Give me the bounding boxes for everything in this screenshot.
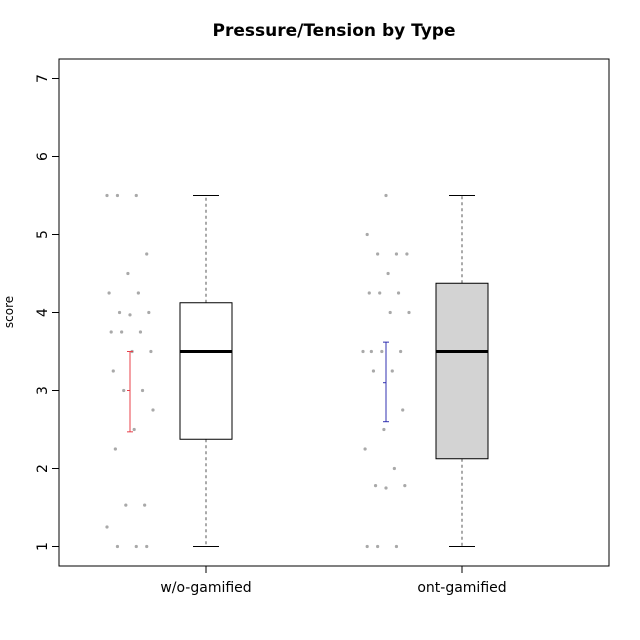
data-point (396, 291, 401, 295)
data-point (373, 484, 378, 488)
y-axis-label: score (2, 296, 16, 328)
data-point (378, 291, 382, 295)
data-point (382, 427, 386, 432)
data-point (126, 271, 130, 276)
data-point (367, 291, 371, 295)
y-tick-label: 1 (35, 542, 51, 551)
x-axis: w/o-gamified ont-gamified (160, 565, 507, 596)
data-point (105, 193, 109, 198)
data-point (143, 503, 147, 507)
data-point (392, 466, 396, 471)
data-point (147, 310, 151, 315)
data-point (111, 369, 115, 373)
data-point (117, 310, 122, 315)
plot-frame (58, 58, 610, 567)
chart-title: Pressure/Tension by Type (213, 21, 456, 41)
box-1 (105, 193, 233, 549)
data-point (132, 427, 136, 432)
data-point (138, 330, 143, 334)
y-axis: 1 2 3 4 5 6 7 (35, 74, 60, 551)
data-point (407, 310, 411, 315)
data-point (394, 544, 399, 549)
iqr-box (435, 282, 489, 460)
data-point (365, 232, 369, 237)
data-point (399, 349, 403, 354)
data-point (365, 544, 369, 549)
data-point (113, 447, 117, 451)
data-point (363, 447, 367, 451)
data-point (145, 544, 149, 549)
data-point (107, 291, 111, 295)
data-point (124, 503, 128, 507)
data-point (140, 388, 145, 393)
data-point (401, 408, 405, 412)
data-point (361, 349, 365, 354)
data-point (384, 486, 388, 490)
data-point (105, 525, 109, 529)
x-tick-label: w/o-gamified (160, 580, 251, 596)
data-point (403, 484, 407, 488)
data-point (149, 349, 153, 354)
y-tick-label: 6 (35, 152, 51, 161)
data-point (128, 313, 132, 317)
data-point (136, 291, 140, 295)
box-group (105, 193, 489, 549)
iqr-box (179, 302, 233, 440)
data-point (384, 193, 388, 198)
y-tick-label: 4 (35, 308, 51, 317)
data-point (120, 330, 124, 334)
data-point (386, 271, 390, 276)
y-tick-label: 2 (35, 464, 51, 473)
data-point (388, 310, 392, 315)
y-tick-label: 7 (35, 74, 51, 83)
data-point (394, 252, 399, 256)
data-point (122, 388, 126, 393)
data-point (134, 544, 138, 549)
data-point (405, 252, 409, 256)
data-point (109, 330, 113, 334)
data-point (145, 252, 149, 256)
data-point (390, 369, 394, 373)
data-point (115, 544, 120, 549)
data-point (380, 349, 384, 354)
data-point (371, 369, 376, 373)
y-tick-label: 3 (35, 386, 51, 395)
x-tick-label: ont-gamified (417, 580, 506, 596)
data-point (376, 544, 380, 549)
data-point (151, 408, 155, 412)
data-point (376, 252, 380, 256)
data-point (115, 193, 120, 198)
data-point (134, 193, 138, 198)
box-2 (361, 193, 489, 549)
y-tick-label: 5 (35, 230, 51, 239)
data-point (369, 349, 373, 354)
